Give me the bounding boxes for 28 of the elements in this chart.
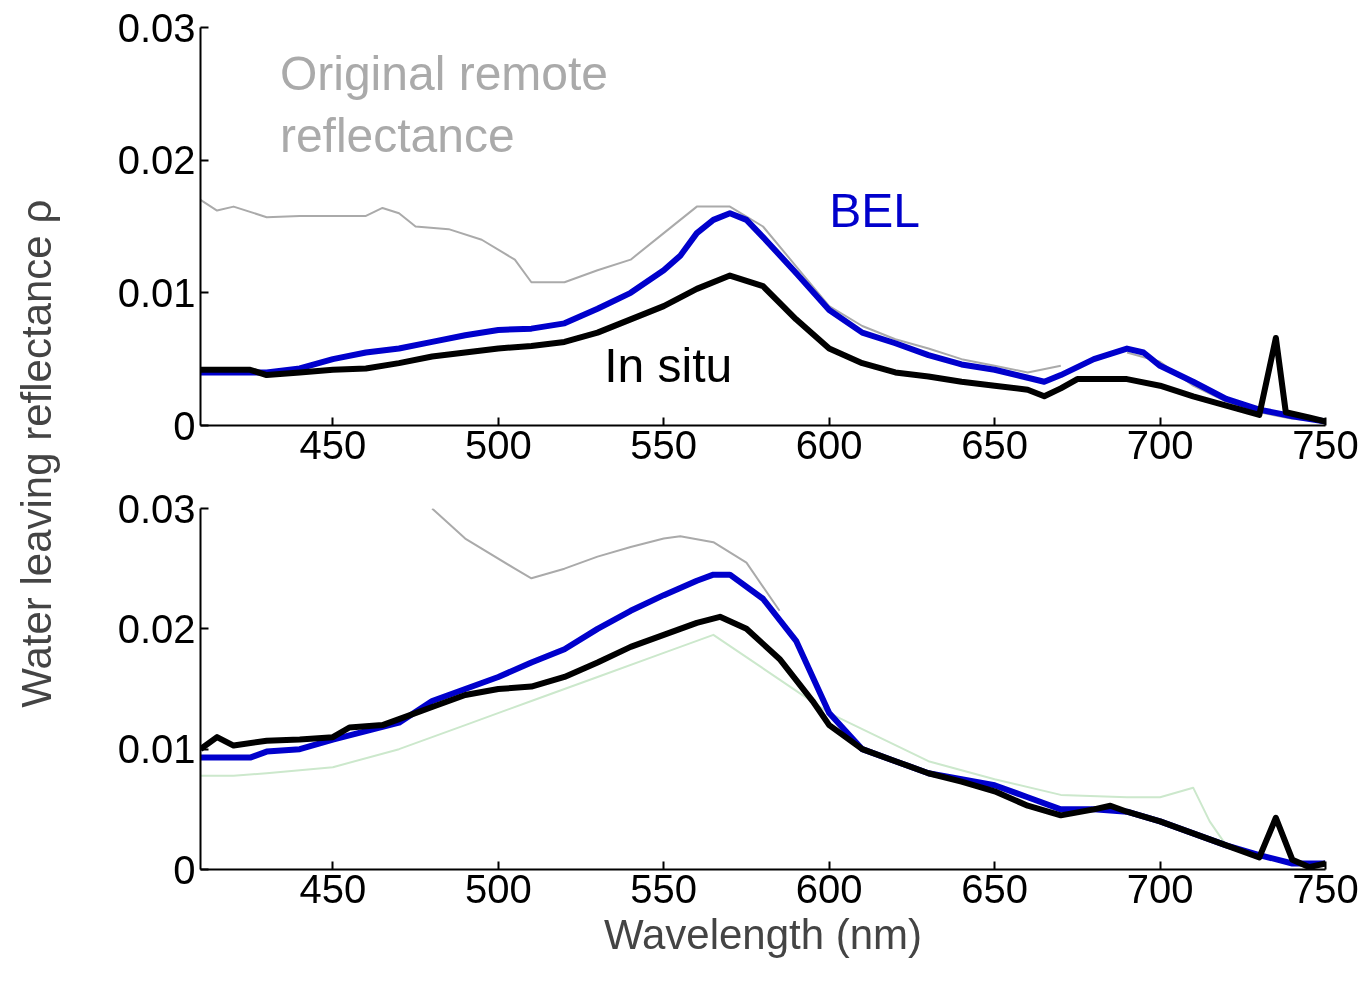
y-tick-label: 0 — [173, 847, 196, 892]
line-series — [431, 508, 781, 612]
series-label: Original remote reflectance — [279, 47, 609, 163]
x-tick-label: 450 — [299, 422, 367, 467]
y-tick-label: 0 — [173, 403, 196, 448]
x-tick-label: 500 — [464, 422, 532, 467]
x-tick-label: 650 — [961, 422, 1028, 467]
y-tick-label: 0.01 — [117, 270, 196, 315]
x-tick-label: 650 — [961, 866, 1028, 911]
y-tick-label: 0.02 — [117, 606, 196, 651]
series-label: In situ — [604, 339, 733, 393]
y-tick-label: 0.01 — [117, 727, 196, 772]
x-axis-title: Wavelength (nm) — [603, 910, 923, 958]
y-axis-title: Water leaving reflectance ρ — [13, 199, 60, 708]
x-tick-label: 600 — [795, 422, 863, 467]
x-tick-label: 750 — [1292, 422, 1359, 467]
x-tick-label: 550 — [630, 422, 698, 467]
x-tick-label: 550 — [630, 866, 698, 911]
x-tick-label: 450 — [299, 866, 367, 911]
x-tick-label: 500 — [464, 866, 532, 911]
y-tick-label: 0.03 — [117, 5, 196, 50]
series-label: BEL — [829, 184, 920, 238]
x-tick-label: 700 — [1126, 866, 1194, 911]
x-tick-label: 600 — [795, 866, 863, 911]
y-tick-label: 0.03 — [117, 486, 196, 531]
x-tick-label: 750 — [1292, 866, 1359, 911]
y-tick-label: 0.02 — [117, 138, 196, 183]
x-tick-label: 700 — [1126, 422, 1194, 467]
